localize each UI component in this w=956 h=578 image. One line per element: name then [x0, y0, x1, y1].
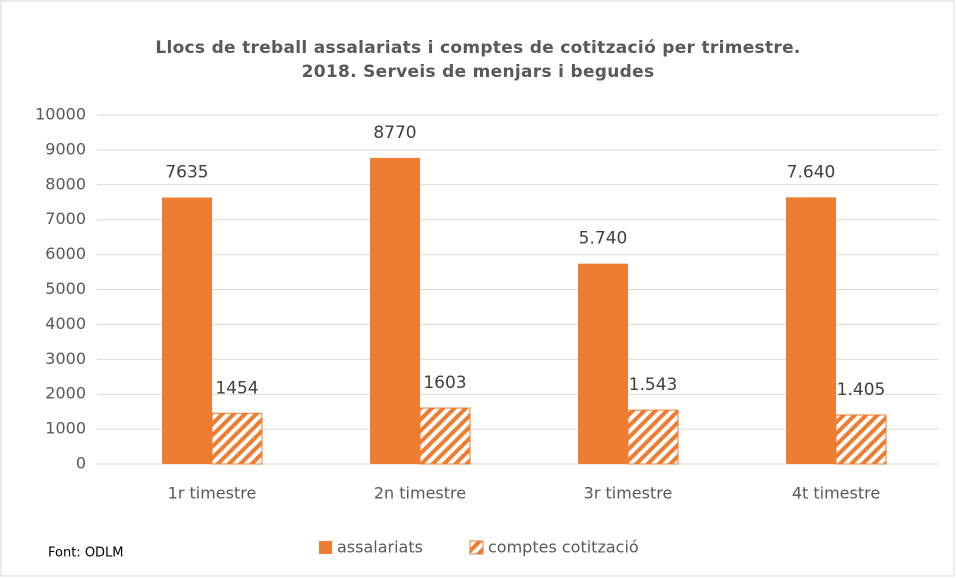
- y-tick-label: 6000: [45, 244, 86, 263]
- value-label: 1603: [423, 373, 466, 393]
- y-tick-label: 0: [76, 454, 86, 473]
- bar: [370, 157, 420, 464]
- bar: [627, 409, 679, 465]
- y-tick-label: 7000: [45, 209, 86, 228]
- source: Font: ODLM: [48, 546, 124, 561]
- legend-swatch: [469, 540, 484, 555]
- x-tick-label: 4t timestre: [792, 484, 880, 503]
- y-tick-label: 9000: [45, 139, 86, 158]
- bar: [786, 197, 836, 464]
- bar: [162, 197, 212, 464]
- y-tick-label: 4000: [45, 314, 86, 333]
- bar: [419, 407, 471, 465]
- bar: [211, 412, 263, 465]
- chart-title: Llocs de treball assalariats i comptes d…: [155, 38, 801, 82]
- bar: [835, 414, 887, 465]
- x-tick-label: 2n timestre: [374, 484, 466, 503]
- value-label: 1454: [215, 378, 258, 398]
- legend-label: comptes cotització: [488, 538, 639, 557]
- value-label: 5.740: [579, 229, 628, 249]
- value-label: 1.405: [837, 380, 886, 400]
- y-tick-label: 8000: [45, 174, 86, 193]
- y-tick-label: 3000: [45, 349, 86, 368]
- y-tick-label: 2000: [45, 384, 86, 403]
- y-tick-label: 10000: [35, 105, 86, 124]
- y-tick-label: 1000: [45, 419, 86, 438]
- x-tick-label: 1r timestre: [168, 484, 257, 503]
- value-label: 7635: [165, 163, 208, 183]
- y-tick-label: 5000: [45, 279, 86, 298]
- x-tick-label: 3r timestre: [584, 484, 673, 503]
- legend-swatch: [319, 541, 332, 554]
- value-label: 8770: [373, 123, 416, 143]
- value-label: 1.543: [629, 375, 678, 395]
- value-label: 7.640: [787, 162, 836, 182]
- legend-label: assalariats: [337, 538, 423, 557]
- bar: [578, 263, 628, 464]
